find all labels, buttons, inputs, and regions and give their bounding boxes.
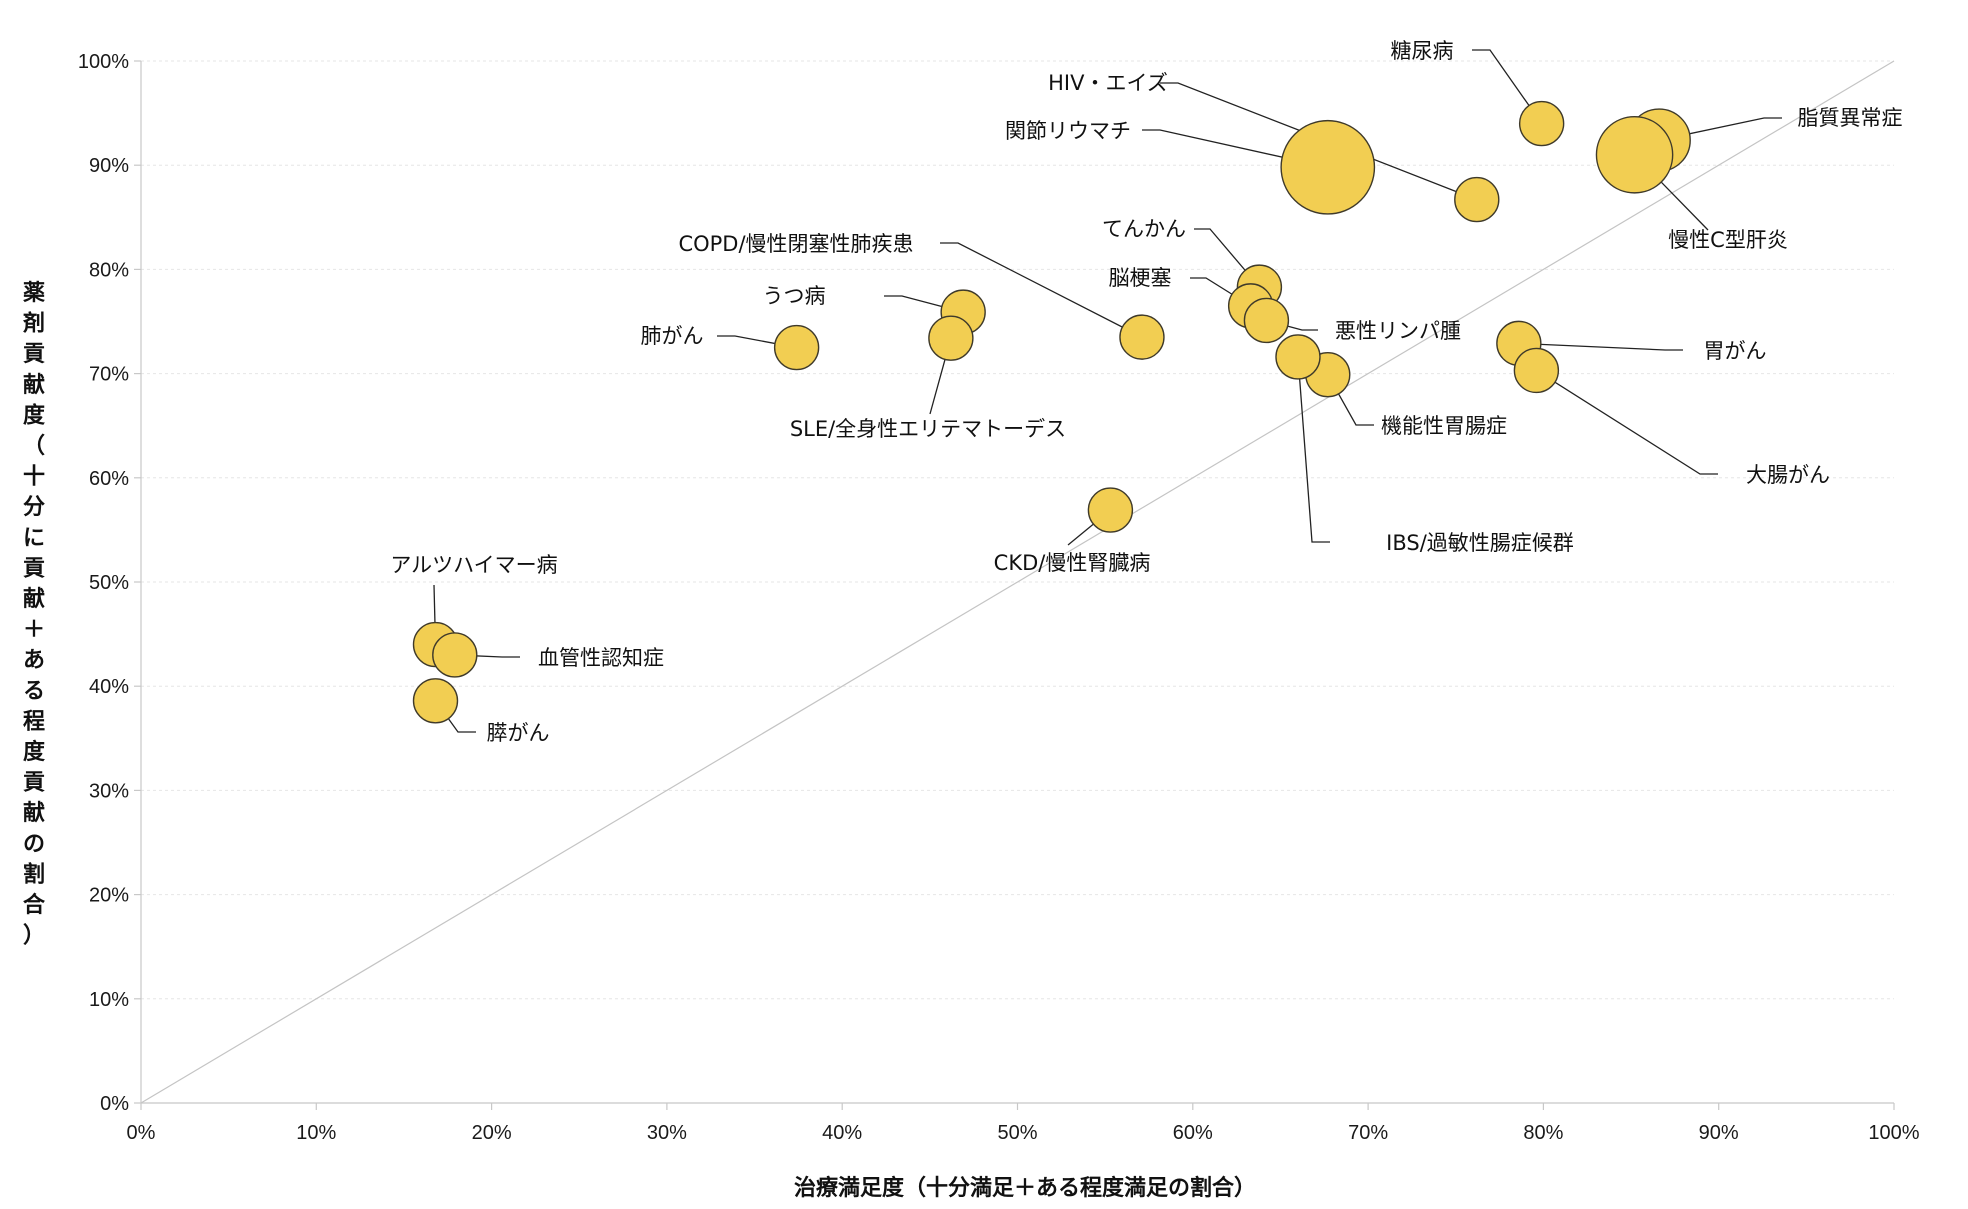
y-axis-title-char: あ xyxy=(23,648,45,673)
y-tick-label: 30% xyxy=(89,780,129,802)
y-tick-label: 90% xyxy=(89,155,129,177)
y-axis-title-char: の xyxy=(23,832,45,857)
point-label: 血管性認知症 xyxy=(538,646,664,670)
y-tick-label: 40% xyxy=(89,676,129,698)
point-label: SLE/全身性エリテマトーデス xyxy=(790,417,1066,441)
leader-line xyxy=(1658,117,1782,141)
leader-line xyxy=(1160,82,1478,201)
y-axis-title-char: 貢 xyxy=(23,342,45,367)
point-label: 悪性リンパ腫 xyxy=(1335,319,1461,343)
point-label: 機能性胃腸症 xyxy=(1381,414,1507,438)
leader-lines xyxy=(433,49,1782,733)
y-axis-title-char: 十 xyxy=(23,465,45,490)
point-label: 糖尿病 xyxy=(1391,39,1454,63)
y-axis-title-char: 剤 xyxy=(22,311,45,337)
point-label: CKD/慢性腎臓病 xyxy=(994,551,1151,575)
x-tick-label: 0% xyxy=(127,1122,156,1144)
x-tick-label: 40% xyxy=(822,1122,862,1144)
point-label: 脳梗塞 xyxy=(1109,266,1172,290)
y-axis-title-char: 薬 xyxy=(23,281,45,306)
x-tick-label: 10% xyxy=(296,1122,336,1144)
y-axis-title-char: る xyxy=(23,679,45,704)
y-axis-title-char: ＋ xyxy=(23,618,45,643)
y-tick-label: 50% xyxy=(89,572,129,594)
y-tick-label: 0% xyxy=(100,1093,129,1115)
bubble-point[interactable] xyxy=(773,324,820,371)
x-tick-label: 70% xyxy=(1348,1122,1388,1144)
x-tick-label: 80% xyxy=(1523,1122,1563,1144)
diagonal-reference-line xyxy=(140,60,1895,1104)
y-axis-title-char: 割 xyxy=(23,861,45,887)
x-tick-label: 50% xyxy=(997,1122,1037,1144)
bubble-point[interactable] xyxy=(1518,100,1565,147)
leader-line xyxy=(940,242,1143,338)
x-tick-label: 30% xyxy=(647,1122,687,1144)
y-tick-label: 80% xyxy=(89,259,129,281)
axes: 0% 10% 20% 30% 40% 50% 60% 70% 80% 90% 100% 0% 10% 20… xyxy=(78,51,1920,1144)
point-label: 大腸がん xyxy=(1746,463,1830,487)
x-tick-label: 100% xyxy=(1868,1122,1919,1144)
y-axis-title-char: 分 xyxy=(23,495,45,520)
leader-line xyxy=(1472,49,1543,124)
bubble-point[interactable] xyxy=(412,678,459,724)
y-tick-label: 20% xyxy=(89,885,129,907)
point-label: 脂質異常症 xyxy=(1798,106,1903,130)
bubble-point[interactable] xyxy=(1280,119,1376,215)
point-label: 胃がん xyxy=(1704,339,1767,363)
bubble-point[interactable] xyxy=(1243,297,1290,344)
leader-line xyxy=(1194,228,1260,288)
bubble-point[interactable] xyxy=(1595,115,1674,194)
y-axis-title-char: 献 xyxy=(23,372,45,398)
point-label: 肺がん xyxy=(641,324,704,348)
y-axis-title-char: ） xyxy=(23,924,45,949)
leader-line xyxy=(1536,369,1718,475)
y-tick-label: 100% xyxy=(78,51,129,73)
x-axis-title: 治療満足度（十分満足＋ある程度満足の割合） xyxy=(794,1175,1256,1201)
y-axis-title-char: 程 xyxy=(23,709,45,734)
point-label: 膵がん xyxy=(487,721,550,745)
y-axis-title-char: 度 xyxy=(23,739,46,765)
y-axis-title-char: 献 xyxy=(23,800,45,826)
leader-line xyxy=(1297,356,1330,543)
gridlines xyxy=(141,60,1894,1000)
leader-line xyxy=(1518,342,1683,351)
bubble-point[interactable] xyxy=(1119,314,1165,360)
bubble-point[interactable] xyxy=(432,632,478,678)
point-label: うつ病 xyxy=(763,284,826,308)
y-axis-title-char: 貢 xyxy=(23,556,45,581)
y-axis-title-char: に xyxy=(23,526,45,551)
bubble-point[interactable] xyxy=(1513,347,1560,394)
reference-diagonal xyxy=(140,60,1895,1104)
point-label: アルツハイマー病 xyxy=(390,553,557,577)
bubbles xyxy=(412,100,1691,724)
y-tick-label: 70% xyxy=(89,364,129,386)
bubble-point[interactable] xyxy=(1275,334,1321,380)
bubble-point[interactable] xyxy=(1087,487,1134,533)
bubble-point[interactable] xyxy=(1454,176,1500,223)
point-label: COPD/慢性閉塞性肺疾患 xyxy=(678,232,913,256)
x-tick-label: 90% xyxy=(1699,1122,1739,1144)
point-label: IBS/過敏性腸症候群 xyxy=(1386,531,1574,555)
y-axis-title-char: 献 xyxy=(23,586,45,612)
bubble-point[interactable] xyxy=(928,315,974,361)
x-tick-label: 60% xyxy=(1173,1122,1213,1144)
point-label: 関節リウマチ xyxy=(1005,119,1131,143)
y-tick-label: 60% xyxy=(89,468,129,490)
point-label: てんかん xyxy=(1102,217,1186,241)
y-axis-title-char: 合 xyxy=(23,892,46,918)
y-axis-title-char: （ xyxy=(23,434,45,459)
leader-line xyxy=(1142,129,1328,168)
y-axis-title-char: 貢 xyxy=(23,771,45,796)
point-label: HIV・エイズ xyxy=(1048,71,1168,95)
y-axis-title-char: 度 xyxy=(23,402,46,428)
point-label: 慢性C型肝炎 xyxy=(1668,228,1788,252)
y-tick-label: 10% xyxy=(89,989,129,1011)
x-tick-label: 20% xyxy=(472,1122,512,1144)
